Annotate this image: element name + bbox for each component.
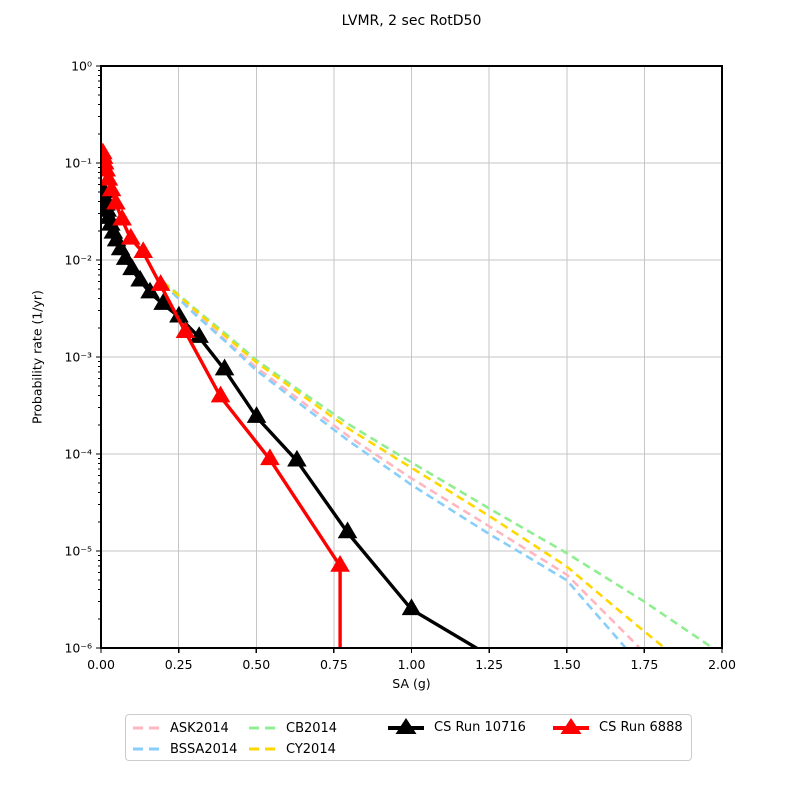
chart-title: LVMR, 2 sec RotD50: [341, 13, 482, 29]
marker-CS-Run-10716: [115, 248, 136, 265]
legend-entry-cy2014: CY2014: [248, 739, 336, 759]
x-tick-label: 1.25: [475, 657, 503, 672]
marker-CS-Run-6888: [133, 241, 154, 259]
marker-CS-Run-10716: [130, 269, 150, 287]
cs-run-10716-marker-icon: [388, 718, 424, 734]
marker-CS-Run-6888: [106, 192, 126, 210]
legend: ASK2014 BSSA2014 CB2014 CY2014: [125, 714, 692, 761]
series-line-BSSA2014: [162, 282, 627, 648]
y-tick-label: 10⁻³: [64, 350, 92, 365]
marker-CS-Run-6888: [101, 179, 122, 197]
y-tick-label: 10⁻⁶: [64, 641, 92, 656]
marker-CS-Run-10716: [169, 305, 189, 323]
x-axis-label: SA (g): [392, 676, 431, 691]
marker-CS-Run-10716: [287, 449, 307, 467]
data-curves: [101, 142, 714, 648]
tick-labels: 0.00 0.25 0.50 0.75 1.00 1.25 1.50 1.75 2.00 10⁰ 1…: [64, 59, 735, 673]
marker-CS-Run-6888: [101, 168, 119, 186]
marker-CS-Run-10716: [401, 598, 422, 616]
x-tick-label: 1.00: [398, 657, 426, 672]
legend-label-cb2014: CB2014: [286, 720, 338, 736]
legend-label-cs-run-10716: CS Run 10716: [434, 719, 526, 735]
marker-CS-Run-10716: [153, 293, 173, 310]
bssa2014-dash-swatch-icon: [133, 747, 161, 751]
grid-lines: [100, 65, 723, 649]
marker-CS-Run-6888: [210, 385, 231, 403]
y-tick-label: 10⁻¹: [64, 156, 92, 171]
legend-entry-cs-run-10716: CS Run 10716: [386, 717, 526, 737]
cb2014-dash-swatch-icon: [249, 726, 277, 730]
legend-label-cs-run-6888: CS Run 6888: [599, 719, 683, 735]
x-tick-label: 1.75: [630, 657, 658, 672]
legend-entry-bssa2014: BSSA2014: [132, 739, 237, 759]
legend-entry-ask2014: ASK2014: [132, 718, 229, 738]
marker-CS-Run-10716: [140, 281, 160, 299]
marker-CS-Run-6888: [175, 321, 196, 338]
marker-CS-Run-6888: [112, 208, 132, 226]
cy2014-dash-swatch-icon: [249, 747, 277, 751]
legend-label-cy2014: CY2014: [286, 741, 336, 757]
legend-entry-cb2014: CB2014: [248, 718, 337, 738]
legend-label-ask2014: ASK2014: [170, 720, 229, 736]
x-tick-label: 1.50: [553, 657, 581, 672]
marker-CS-Run-6888: [150, 274, 171, 291]
marker-CS-Run-10716: [337, 521, 358, 539]
legend-entry-cs-run-6888: CS Run 6888: [551, 717, 683, 737]
y-tick-label: 10⁰: [71, 59, 92, 74]
x-tick-label: 0.25: [165, 657, 193, 672]
marker-CS-Run-6888: [260, 448, 280, 466]
marker-CS-Run-10716: [122, 258, 142, 276]
axes: [96, 65, 723, 653]
marker-CS-Run-6888: [121, 227, 141, 245]
y-tick-label: 10⁻⁵: [64, 544, 92, 559]
series-line-CY2014: [162, 281, 666, 648]
y-tick-label: 10⁻²: [64, 253, 92, 268]
marker-CS-Run-10716: [214, 358, 235, 376]
x-tick-label: 0.00: [87, 657, 115, 672]
series-line-CB2014: [162, 280, 714, 648]
x-tick-label: 0.50: [242, 657, 270, 672]
series-line-CS-Run-10716: [102, 191, 480, 648]
ask2014-dash-swatch-icon: [133, 726, 161, 730]
x-tick-label: 0.75: [320, 657, 348, 672]
cs-run-6888-marker-icon: [553, 718, 589, 734]
legend-label-bssa2014: BSSA2014: [170, 741, 238, 757]
y-tick-label: 10⁻⁴: [64, 447, 92, 462]
marker-CS-Run-10716: [189, 326, 209, 343]
x-tick-label: 2.00: [708, 657, 736, 672]
marker-CS-Run-6888: [330, 555, 350, 572]
series-line-ASK2014: [162, 282, 641, 648]
marker-CS-Run-6888: [101, 159, 117, 177]
marker-CS-Run-10716: [246, 406, 267, 423]
